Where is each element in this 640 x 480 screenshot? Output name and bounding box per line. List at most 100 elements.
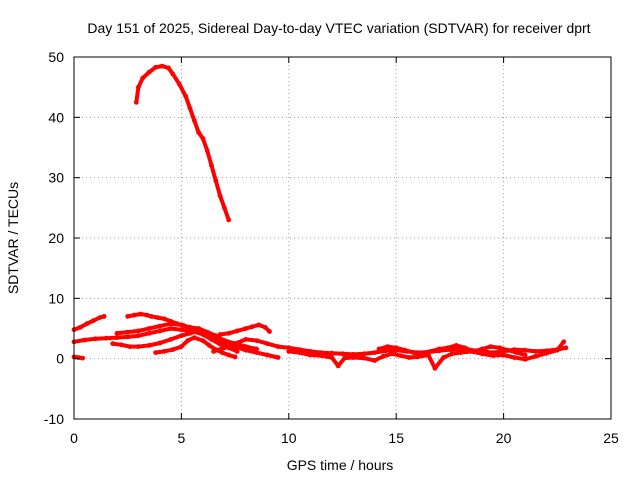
data-point — [318, 353, 324, 358]
data-point — [234, 349, 240, 354]
data-point — [232, 341, 238, 346]
data-point — [415, 354, 421, 360]
data-point — [488, 344, 494, 349]
data-point — [127, 344, 133, 349]
data-point — [213, 178, 219, 184]
data-point — [148, 314, 154, 319]
data-point — [256, 322, 262, 328]
data-point — [211, 335, 217, 341]
series-trace — [115, 321, 281, 360]
data-point — [462, 345, 468, 351]
data-point — [179, 344, 184, 349]
data-point — [157, 340, 163, 346]
y-tick-label: 0 — [56, 351, 64, 367]
data-point — [406, 355, 412, 360]
data-point — [136, 84, 141, 90]
data-point — [501, 352, 506, 358]
data-point — [533, 353, 539, 359]
data-point — [361, 351, 367, 357]
data-point — [140, 75, 146, 81]
data-point — [200, 338, 206, 343]
data-point — [118, 342, 124, 348]
data-point — [146, 326, 152, 331]
y-tick-label: 20 — [48, 230, 64, 246]
data-point — [179, 322, 184, 328]
data-point — [146, 69, 152, 75]
data-point — [114, 335, 120, 340]
data-point — [157, 323, 163, 329]
data-point — [78, 324, 83, 330]
series-arc-k — [376, 343, 528, 358]
data-point — [329, 350, 335, 356]
data-point — [200, 330, 206, 336]
data-point — [168, 326, 174, 331]
data-point — [522, 356, 528, 362]
x-tick-label: 5 — [178, 430, 186, 446]
data-point — [372, 350, 378, 355]
data-point — [275, 344, 281, 349]
data-point — [80, 355, 85, 361]
data-point — [222, 205, 227, 211]
data-point — [209, 163, 214, 169]
data-point — [249, 324, 255, 330]
y-tick-label: 30 — [48, 170, 64, 186]
data-point — [206, 343, 212, 348]
data-point — [389, 351, 395, 357]
data-point — [428, 349, 433, 354]
data-point — [170, 347, 176, 352]
data-point — [189, 326, 195, 331]
data-point — [155, 315, 161, 320]
data-point — [376, 346, 382, 352]
x-axis-label: GPS time / hours — [287, 457, 394, 473]
data-point — [243, 326, 249, 331]
data-point — [522, 352, 528, 358]
data-point — [307, 352, 313, 358]
data-point — [226, 217, 232, 223]
data-point — [297, 350, 302, 355]
data-point — [254, 346, 259, 352]
data-point — [505, 347, 511, 353]
data-point — [267, 329, 272, 334]
data-point — [385, 344, 390, 349]
data-point — [479, 346, 485, 352]
data-point — [342, 355, 347, 361]
data-point — [93, 336, 98, 342]
x-tick-label: 15 — [388, 430, 404, 446]
x-tick-label: 20 — [496, 430, 512, 446]
data-point — [191, 118, 197, 123]
data-point — [153, 350, 159, 355]
data-point — [554, 347, 560, 353]
series-trace — [134, 64, 231, 222]
data-point — [217, 193, 223, 199]
data-points — [71, 63, 569, 371]
data-point — [511, 355, 517, 360]
data-point — [432, 365, 438, 371]
data-point — [176, 81, 182, 87]
data-point — [286, 345, 292, 351]
data-point — [168, 321, 174, 327]
data-point — [226, 352, 232, 358]
data-point — [222, 345, 227, 351]
data-point — [393, 345, 399, 351]
data-point — [187, 105, 193, 111]
data-point — [187, 330, 193, 336]
data-point — [125, 329, 131, 335]
data-point — [402, 347, 408, 353]
data-point — [136, 333, 141, 339]
data-point — [533, 349, 539, 354]
data-point — [217, 332, 223, 337]
data-point — [380, 353, 386, 359]
data-point — [264, 352, 270, 358]
data-point — [138, 311, 144, 317]
y-axis-label: SDTVAR / TECUs — [5, 182, 21, 294]
data-point — [436, 346, 442, 352]
data-point — [222, 340, 227, 346]
data-point — [153, 64, 159, 70]
data-point — [398, 353, 403, 358]
data-point — [243, 337, 249, 342]
data-point — [275, 355, 281, 360]
data-point — [211, 349, 217, 354]
data-point — [372, 358, 378, 363]
data-point — [161, 316, 167, 322]
